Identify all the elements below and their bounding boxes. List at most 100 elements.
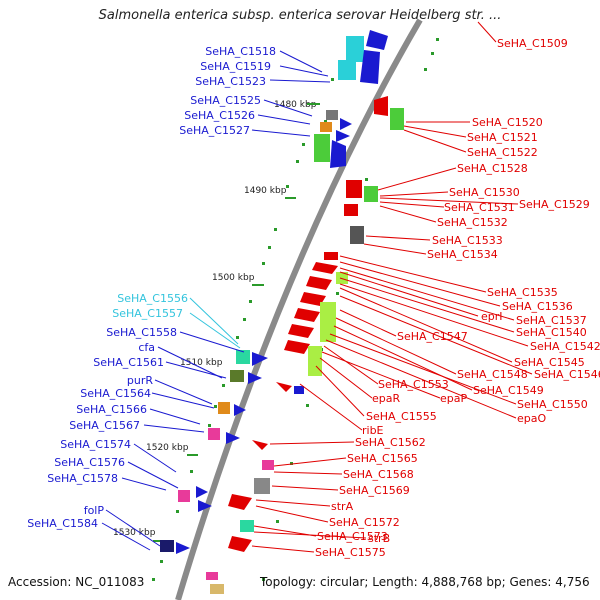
- leader-line: [325, 339, 517, 419]
- gene-label-right: eprI: [481, 310, 503, 323]
- gene-label-right: SeHA_C1537: [516, 314, 587, 327]
- leader-line: [477, 21, 497, 43]
- leader-line: [105, 509, 161, 547]
- leader-line: [339, 271, 479, 317]
- leader-line: [253, 531, 367, 539]
- minor-ticks: [152, 38, 439, 581]
- gene-label-right: SeHA_C1535: [487, 286, 558, 299]
- leader-line: [329, 333, 517, 405]
- gene-arrow: [336, 130, 350, 142]
- gene-arrow: [176, 542, 190, 554]
- gene-arrow: [374, 96, 388, 116]
- gene-block: [218, 402, 230, 414]
- left-gene-labels: SeHA_C1518 SeHA_C1519 SeHA_C1523 SeHA_C1…: [27, 45, 276, 530]
- right-strand-features: [206, 96, 404, 594]
- gene-block: [346, 36, 364, 62]
- minor-tick: [262, 578, 265, 581]
- gene-label-left: purR: [127, 374, 153, 387]
- gene-label-left: SeHA_C1574: [60, 438, 131, 451]
- gene-label-right: SeHA_C1536: [502, 300, 573, 313]
- leader-line: [335, 317, 457, 375]
- gene-label-right: SeHA_C1528: [457, 162, 528, 175]
- gene-label-left: SeHA_C1566: [76, 403, 147, 416]
- minor-tick: [214, 405, 217, 408]
- leader-line: [299, 383, 363, 431]
- gene-label-right: SeHA_C1553: [378, 378, 449, 391]
- gene-label-right: SeHA_C1521: [467, 131, 538, 144]
- leader-line: [403, 129, 467, 153]
- gene-label-right: SeHA_C1549: [473, 384, 544, 397]
- leader-line: [315, 365, 365, 417]
- gene-block: [338, 60, 356, 80]
- gene-label-right: SeHA_C1573: [317, 530, 388, 543]
- gene-arrow: [330, 140, 346, 168]
- gene-arrow: [228, 494, 252, 510]
- gene-label-left: SeHA_C1561: [93, 356, 164, 369]
- gene-label-right: ribE: [362, 424, 384, 437]
- accession-text: Accession: NC_011083: [8, 575, 145, 589]
- gene-block: [254, 478, 270, 494]
- leader-line: [339, 309, 397, 337]
- leader-line: [379, 205, 437, 223]
- leader-line: [179, 331, 245, 353]
- minor-tick: [306, 404, 309, 407]
- gene-arrow: [288, 324, 314, 338]
- gene-label-right: SeHA_C1547: [397, 330, 468, 343]
- kbp-label: 1520 kbp: [146, 443, 189, 453]
- leader-line: [273, 471, 343, 475]
- minor-tick: [152, 578, 155, 581]
- gene-label-left: cfa: [138, 341, 155, 354]
- left-strand-features: [160, 30, 388, 554]
- gene-block: [390, 108, 404, 130]
- leader-line: [127, 461, 179, 489]
- minor-tick: [190, 470, 193, 473]
- minor-tick: [286, 185, 289, 188]
- minor-tick: [365, 178, 368, 181]
- gene-block: [324, 252, 338, 260]
- gene-block: [314, 134, 330, 162]
- leader-line: [101, 522, 151, 551]
- gene-block: [320, 302, 336, 342]
- leader-line: [321, 351, 441, 399]
- gene-block: [240, 520, 254, 532]
- right-leader-lines: [251, 21, 533, 553]
- kbp-label: 1530 kbp: [113, 528, 156, 538]
- gene-arrow: [234, 404, 246, 416]
- leader-line: [339, 287, 513, 363]
- gene-label-left: SeHA_C1557: [112, 307, 183, 320]
- gene-arrow: [284, 340, 310, 354]
- gene-label-left: SeHA_C1519: [200, 60, 271, 73]
- gene-block: [294, 386, 304, 394]
- kbp-label: 1500 kbp: [212, 273, 255, 283]
- minor-tick: [243, 318, 246, 321]
- leader-line: [157, 346, 223, 379]
- leader-line: [339, 267, 515, 321]
- leader-line: [255, 499, 331, 507]
- minor-tick: [276, 520, 279, 523]
- gene-label-right: epaR: [372, 392, 400, 405]
- gene-label-right: SeHA_C1530: [449, 186, 520, 199]
- gene-label-right: SeHA_C1575: [315, 546, 386, 559]
- gene-label-right: SeHA_C1529: [519, 198, 590, 211]
- leader-line: [189, 312, 241, 349]
- gene-label-right: epaO: [517, 412, 546, 425]
- minor-tick: [302, 143, 305, 146]
- leader-line: [377, 167, 457, 191]
- leader-line: [251, 129, 311, 137]
- gene-block: [350, 226, 364, 244]
- gene-label-right: SeHA_C1520: [472, 116, 543, 129]
- gene-label-left: SeHA_C1564: [80, 387, 151, 400]
- gene-label-right: epaP: [440, 392, 467, 405]
- gene-label-right: SeHA_C1568: [343, 468, 414, 481]
- minor-tick: [324, 120, 327, 123]
- gene-label-left: SeHA_C1558: [106, 326, 177, 339]
- leader-line: [165, 361, 227, 379]
- leader-line: [154, 379, 213, 405]
- gene-label-left: folP: [84, 504, 105, 517]
- gene-arrow: [294, 308, 320, 322]
- minor-tick: [176, 510, 179, 513]
- topology-info-text: Topology: circular; Length: 4,888,768 bp…: [260, 575, 590, 589]
- leader-line: [269, 441, 355, 445]
- gene-arrow: [306, 276, 332, 290]
- gene-block: [178, 490, 190, 502]
